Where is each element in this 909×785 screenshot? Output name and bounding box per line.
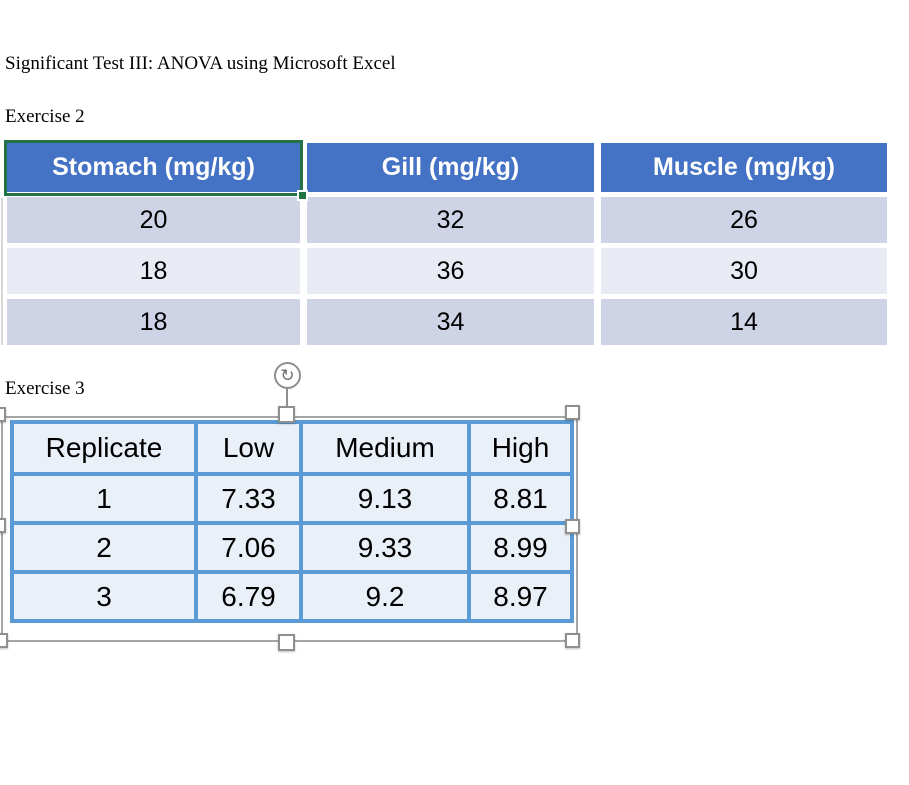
resize-handle-top-left[interactable] [0,407,6,422]
exercise-3-table[interactable]: Replicate Low Medium High 1 7.33 9.13 8.… [10,420,574,623]
table-cell[interactable]: 18 [7,248,300,294]
exercise-2-table: Stomach (mg/kg) Gill (mg/kg) Muscle (mg/… [7,143,887,345]
rotate-handle-stem [286,388,288,414]
table-cell: 1 [10,472,198,525]
header-cell-replicate: Replicate [10,420,198,476]
document-title: Significant Test III: ANOVA using Micros… [5,53,396,74]
table-cell[interactable]: 32 [307,197,594,243]
table-cell: 8.97 [467,570,574,623]
table-cell: 7.06 [194,521,303,574]
table-cell: 8.99 [467,521,574,574]
header-cell-low: Low [194,420,303,476]
resize-handle-bottom-center[interactable] [278,634,295,651]
table-cell: 9.13 [299,472,471,525]
table-cell[interactable]: 30 [601,248,887,294]
table-cell[interactable]: 36 [307,248,594,294]
table-cell: 9.33 [299,521,471,574]
fill-handle[interactable] [297,190,308,201]
table-cell: 2 [10,521,198,574]
resize-handle-bottom-right[interactable] [565,633,580,648]
resize-handle-top-right[interactable] [565,405,580,420]
table-cell[interactable]: 14 [601,299,887,345]
table-cell: 8.81 [467,472,574,525]
table-cell: 3 [10,570,198,623]
cell-selection-border[interactable] [4,140,308,201]
resize-handle-middle-right[interactable] [565,519,580,534]
exercise-3-label: Exercise 3 [5,378,85,399]
resize-handle-bottom-left[interactable] [0,633,8,648]
header-cell-muscle[interactable]: Muscle (mg/kg) [601,143,887,192]
table-cell: 9.2 [299,570,471,623]
table-cell[interactable]: 34 [307,299,594,345]
table-cell[interactable]: 18 [7,299,300,345]
gridline [1,198,3,345]
resize-handle-middle-left[interactable] [0,518,6,533]
header-cell-medium: Medium [299,420,471,476]
header-cell-high: High [467,420,574,476]
resize-handle-top-center[interactable] [278,406,295,423]
header-cell-gill[interactable]: Gill (mg/kg) [307,143,594,192]
rotate-icon[interactable]: ↻ [274,362,301,389]
table-cell: 6.79 [194,570,303,623]
table-cell[interactable]: 20 [7,197,300,243]
table-cell: 7.33 [194,472,303,525]
header-cell-stomach[interactable]: Stomach (mg/kg) [7,143,300,192]
table-cell[interactable]: 26 [601,197,887,243]
exercise-2-label: Exercise 2 [5,106,85,127]
